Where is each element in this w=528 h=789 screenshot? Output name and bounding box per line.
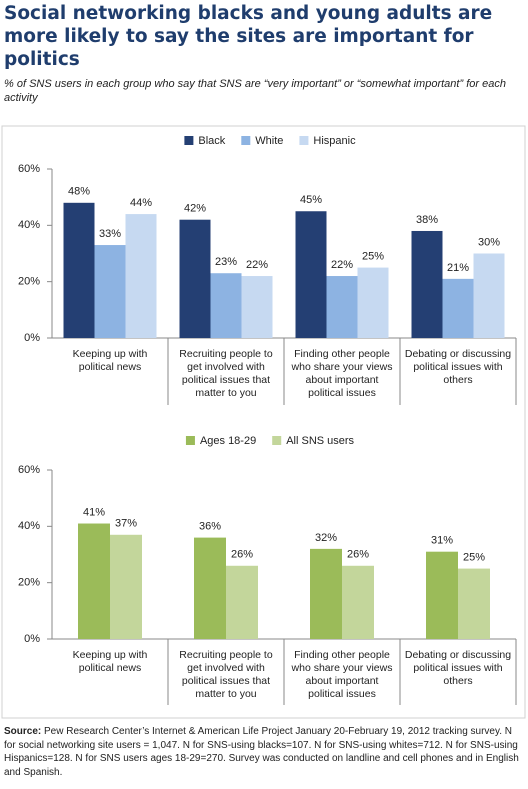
footnote-text: Pew Research Center’s Internet & America…: [4, 726, 519, 778]
legend-swatch: [272, 436, 282, 445]
subtitle: % of SNS users in each group who say tha…: [4, 78, 506, 104]
footnote: Source: Pew Research Center’s Internet &…: [4, 725, 526, 779]
bar: [194, 537, 226, 639]
legend-label: Ages 18-29: [200, 435, 256, 447]
bar: [241, 276, 273, 338]
x-tick-label: Finding other people who share your view…: [291, 348, 393, 399]
legend-swatch: [184, 136, 194, 145]
x-tick-label: Debating or discussing political issues …: [404, 649, 512, 687]
legend-label: Black: [198, 135, 225, 147]
footnote-label: Source:: [4, 726, 42, 737]
bar: [458, 568, 490, 639]
bar: [179, 219, 211, 338]
data-label: 44%: [130, 197, 152, 209]
y-tick-label: 0%: [24, 633, 40, 645]
bar: [295, 211, 327, 338]
data-label: 38%: [416, 214, 438, 226]
x-tick-label: Keeping up with political news: [72, 348, 148, 373]
data-label: 45%: [300, 194, 322, 206]
bar: [63, 202, 95, 338]
y-tick-label: 40%: [18, 219, 40, 231]
x-tick-label: Keeping up with political news: [72, 649, 148, 674]
data-label: 32%: [315, 532, 337, 544]
legend-swatch: [185, 436, 195, 445]
bar: [125, 214, 157, 338]
x-tick-label: Recruiting people to get involved with p…: [179, 348, 273, 399]
data-label: 42%: [184, 203, 206, 215]
title: Social networking blacks and young adult…: [4, 3, 493, 70]
legend-label: White: [255, 135, 283, 147]
data-label: 30%: [478, 236, 500, 248]
data-label: 36%: [199, 521, 221, 533]
legend-swatch: [299, 136, 309, 145]
bar: [473, 253, 505, 338]
data-label: 33%: [99, 228, 121, 240]
x-tick-label: Finding other people who share your view…: [291, 649, 393, 700]
data-label: 37%: [115, 518, 137, 530]
y-tick-label: 60%: [18, 464, 40, 476]
data-label: 26%: [347, 549, 369, 561]
bar: [94, 245, 126, 338]
bar: [110, 534, 142, 639]
y-tick-label: 20%: [18, 577, 40, 589]
y-tick-label: 60%: [18, 163, 40, 175]
y-tick-label: 20%: [18, 276, 40, 288]
x-tick-label: Recruiting people to get involved with p…: [179, 649, 273, 700]
data-label: 23%: [215, 256, 237, 268]
bar: [210, 273, 242, 338]
legend-label: All SNS users: [286, 435, 354, 447]
legend-swatch: [241, 136, 251, 145]
data-label: 41%: [83, 506, 105, 518]
legend-label: Hispanic: [313, 135, 356, 147]
bar: [342, 565, 374, 639]
data-label: 26%: [231, 549, 253, 561]
bar: [226, 565, 258, 639]
data-label: 25%: [362, 250, 384, 262]
data-label: 48%: [68, 186, 90, 198]
data-label: 21%: [447, 262, 469, 274]
x-tick-label: Debating or discussing political issues …: [404, 348, 512, 386]
frame: [1, 125, 526, 719]
bar: [310, 548, 342, 639]
data-label: 22%: [331, 259, 353, 271]
y-tick-label: 0%: [24, 332, 40, 344]
bar: [426, 551, 458, 639]
bar: [357, 267, 389, 338]
bar: [326, 276, 358, 338]
data-label: 25%: [463, 551, 485, 563]
bar: [411, 230, 443, 338]
bar: [442, 278, 474, 338]
y-tick-label: 40%: [18, 520, 40, 532]
data-label: 31%: [431, 535, 453, 547]
bar: [78, 523, 110, 639]
data-label: 22%: [246, 259, 268, 271]
